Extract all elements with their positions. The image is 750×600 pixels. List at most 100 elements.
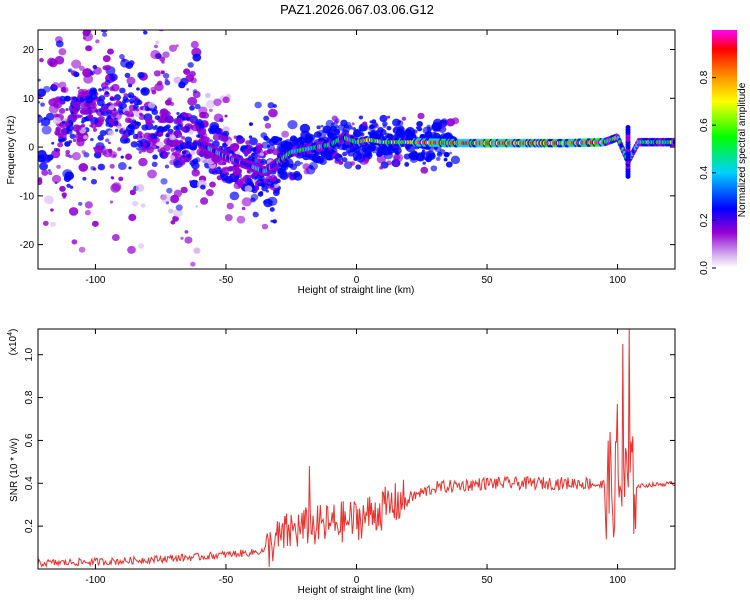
- spectrogram-noise-blob: [194, 103, 201, 110]
- spectrogram-noise-blob: [151, 90, 157, 95]
- spectrogram-y-tick-label: 10: [23, 94, 35, 105]
- spectrogram-cluster-blob: [108, 105, 115, 111]
- spectrogram-noise-blob: [316, 125, 321, 130]
- spectrogram-noise-blob: [64, 95, 71, 102]
- spectrogram-noise-blob: [200, 184, 206, 190]
- spectrogram-cluster-blob: [146, 146, 154, 154]
- colorbar-tick-label: 0.6: [699, 118, 710, 132]
- spectrogram-noise-blob: [101, 150, 107, 156]
- spectrogram-noise-blob: [269, 207, 275, 212]
- spectrogram-noise-blob: [89, 70, 95, 76]
- spectrogram-noise-blob: [108, 141, 111, 145]
- spectrogram-noise-blob: [379, 131, 383, 135]
- spectrogram-noise-blob: [55, 40, 64, 48]
- spectrogram-noise-blob: [82, 68, 93, 78]
- spectrogram-noise-blob: [41, 154, 52, 164]
- spectrogram-noise-blob: [77, 86, 80, 90]
- spectrogram-noise-blob: [333, 120, 339, 125]
- spectrogram-noise-blob: [311, 157, 316, 162]
- spectrogram-cluster-blob: [178, 156, 186, 164]
- spectrogram-cluster-blob: [92, 128, 98, 133]
- spectrogram-cluster-blob: [113, 102, 118, 107]
- spectrogram-cluster-blob: [196, 134, 200, 138]
- spectrogram-noise-blob: [281, 130, 290, 138]
- snr-panel: -100 -50 0 50 100 0.2 0.4 0.6 0.8 1.0 Height of …: [7, 328, 676, 596]
- spectrogram-cluster-blob: [65, 108, 69, 111]
- spectrogram-x-ticks: -100 -50 0 50 100: [85, 30, 626, 286]
- spectrogram-noise-blob: [299, 123, 311, 134]
- spectrogram-cluster-blob: [160, 147, 166, 152]
- spectrogram-cluster-blob: [96, 99, 105, 107]
- spectrogram-noise-blob: [161, 60, 165, 64]
- spectrogram-x-tick-label: -100: [85, 275, 105, 286]
- spectrogram-noise-blob: [261, 223, 269, 230]
- spectrogram-noise-blob: [157, 80, 163, 86]
- spectrogram-noise-blob: [175, 44, 179, 48]
- spectrogram-cluster-blob: [185, 116, 191, 121]
- spectrogram-noise-blob: [72, 113, 80, 120]
- spectrogram-noise-blob: [112, 154, 116, 158]
- spectrogram-cluster-blob: [271, 148, 280, 156]
- spectrogram-noise-blob: [222, 96, 230, 104]
- spectrogram-cluster-blob: [162, 151, 169, 158]
- snr-y-tick-label: 1.0: [24, 347, 35, 361]
- spectrogram-noise-blob: [164, 164, 170, 169]
- spectrogram-noise-blob: [140, 203, 146, 208]
- spectrogram-noise-blob: [160, 178, 168, 185]
- spectrogram-cluster-blob: [80, 120, 85, 124]
- colorbar-label: Normalized spectral amplitude: [737, 82, 748, 217]
- spectrogram-noise-blob: [72, 22, 75, 25]
- spectrogram-cluster-blob: [214, 167, 223, 175]
- spectrogram-noise-blob: [118, 176, 124, 182]
- spectrogram-noise-blob: [177, 162, 184, 168]
- spectrogram-noise-blob: [289, 163, 298, 171]
- spectrogram-noise-blob: [119, 54, 125, 60]
- spectrogram-cluster-blob: [72, 138, 77, 143]
- spectrogram-noise-blob: [111, 233, 120, 242]
- spectrogram-cluster-blob: [269, 174, 278, 182]
- spectrogram-noise-blob: [109, 73, 118, 82]
- spectrogram-noise-blob: [386, 125, 392, 131]
- spectrogram-noise-blob: [450, 155, 461, 165]
- snr-y-tick-label: 0.2: [24, 519, 35, 533]
- spectrogram-noise-blob: [153, 44, 159, 49]
- spectrogram-noise-blob: [190, 40, 199, 49]
- spectrogram-cluster-blob: [235, 180, 241, 185]
- spectrogram-noise-blob: [289, 135, 298, 142]
- spectrogram-cluster-blob: [70, 111, 74, 115]
- spectrogram-noise-blob: [127, 245, 136, 254]
- spectrogram-noise-blob: [153, 70, 161, 77]
- spectrogram-noise-blob: [150, 49, 161, 60]
- spectrogram-noise-blob: [289, 176, 295, 181]
- spectrogram-noise-blob: [278, 143, 289, 153]
- spectrogram-noise-blob: [38, 100, 41, 104]
- spectrogram-cluster-blob: [181, 136, 186, 140]
- spectrogram-cluster-blob: [89, 106, 98, 113]
- spectrogram-cluster-blob: [154, 115, 161, 120]
- spectrogram-cluster-blob: [139, 113, 144, 117]
- spectrogram-noise-blob: [124, 72, 131, 79]
- spectrogram-y-label: Frequency (Hz): [6, 116, 17, 185]
- spectrogram-noise-blob: [159, 56, 166, 62]
- spectrogram-noise-blob: [349, 161, 356, 166]
- spectrogram-noise-blob: [305, 136, 314, 145]
- spectrogram-noise-blob: [191, 169, 200, 177]
- spectrogram-noise-blob: [58, 108, 66, 114]
- spectrogram-noise-blob: [90, 137, 94, 142]
- spectrogram-noise-blob: [104, 17, 111, 24]
- spectrogram-noise-blob: [248, 122, 253, 126]
- spectrogram-noise-blob: [43, 195, 54, 205]
- spectrogram-noise-blob: [443, 157, 448, 162]
- spectrogram-noise-blob: [430, 165, 438, 172]
- spectrogram-noise-blob: [393, 162, 399, 167]
- spectrogram-noise-blob: [175, 204, 183, 211]
- spectrogram-noise-blob: [444, 152, 450, 157]
- spectrogram-noise-blob: [90, 178, 97, 185]
- spectrogram-cluster-blob: [254, 186, 260, 191]
- spectrogram-noise-blob: [61, 192, 67, 198]
- spectrogram-cluster-blob: [56, 130, 61, 134]
- spectrogram-noise-blob: [50, 221, 56, 227]
- snr-y-ticks: 0.2 0.4 0.6 0.8 1.0: [24, 347, 675, 533]
